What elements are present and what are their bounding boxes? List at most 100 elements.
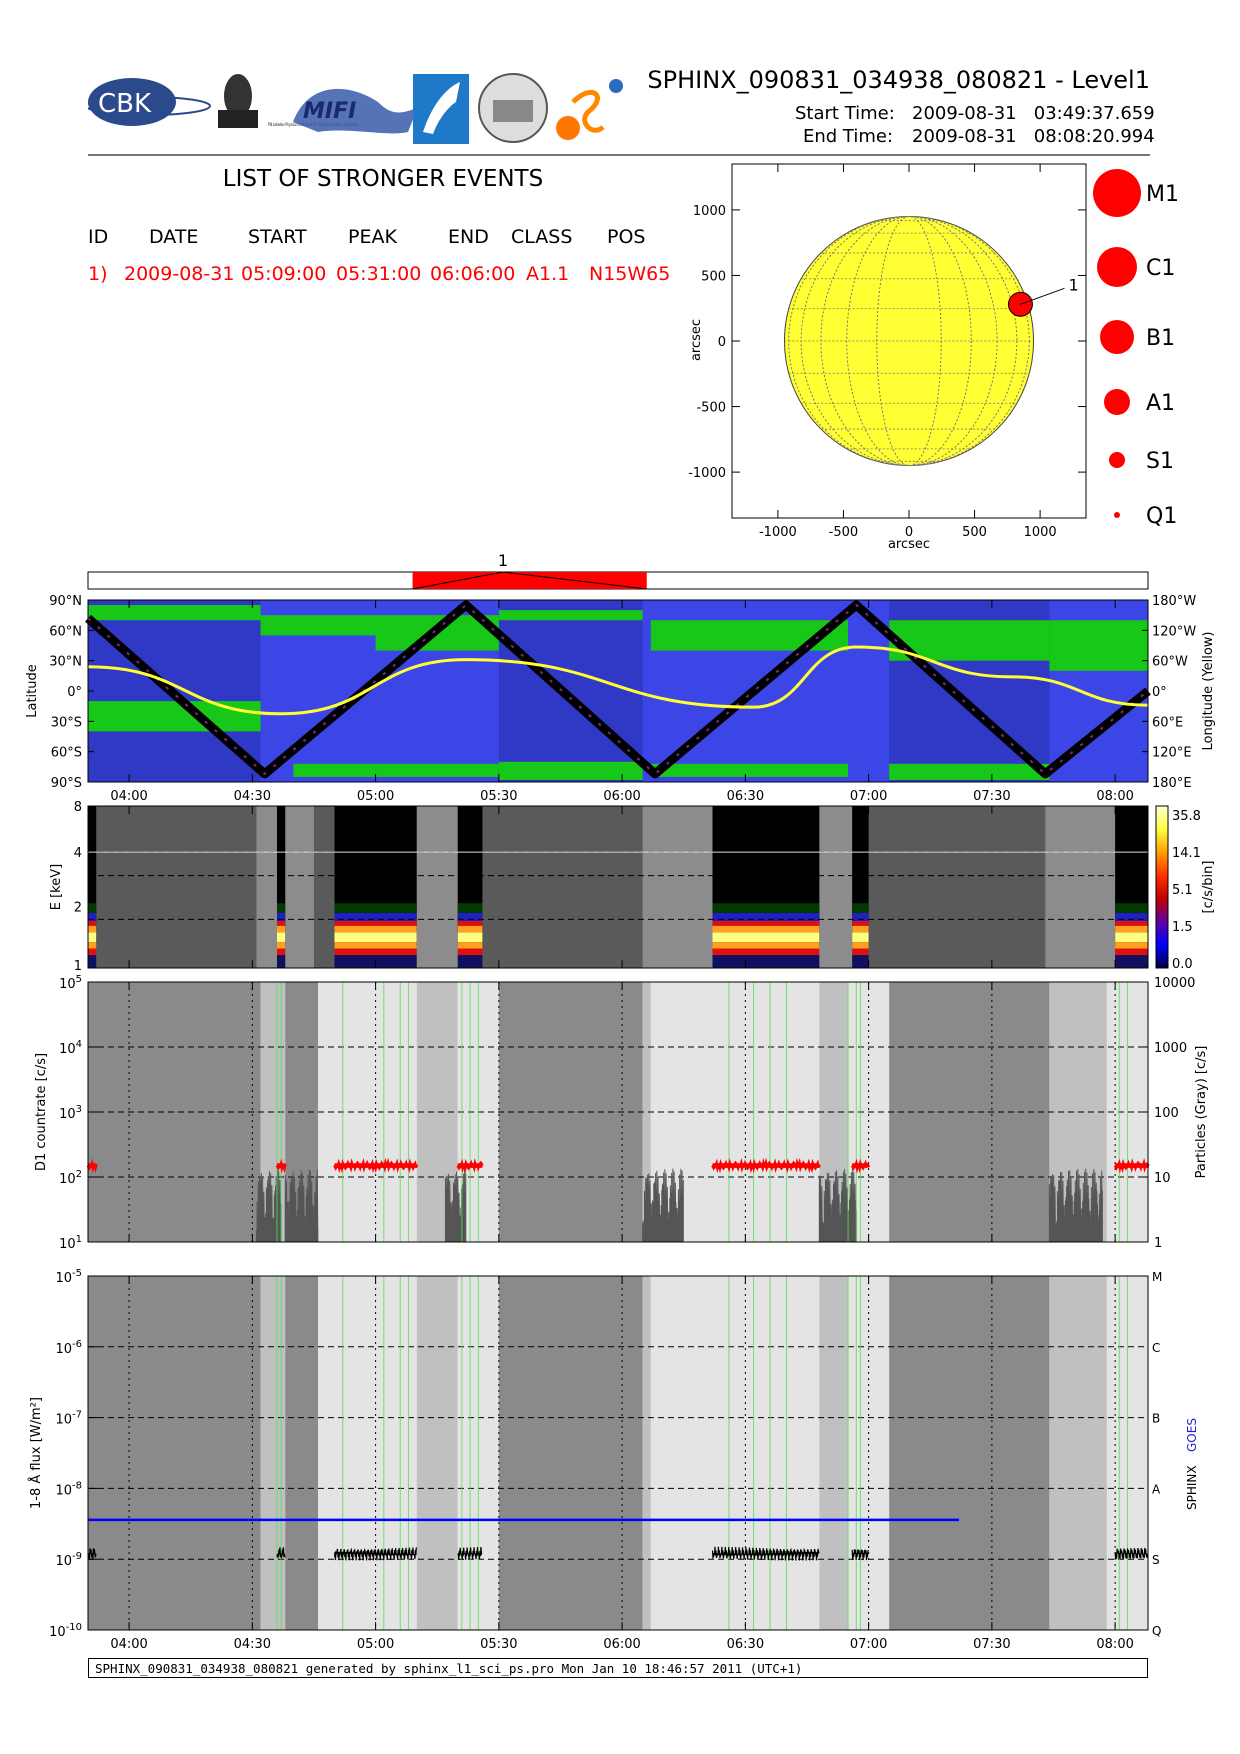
orbit-y2tick-label: 0° bbox=[1152, 685, 1167, 700]
disk-xtick-label: -1000 bbox=[759, 525, 797, 540]
particle-spikes bbox=[1048, 1168, 1103, 1243]
spec-band bbox=[1115, 921, 1148, 926]
seal-logo bbox=[478, 73, 548, 143]
longitude-track bbox=[87, 645, 1149, 716]
flux-y2tick-label: Q bbox=[1152, 1624, 1161, 1638]
disk-xtick-label: -500 bbox=[829, 525, 859, 540]
colorbar: 35.8 14.1 5.1 1.5 0.0 bbox=[1155, 805, 1201, 972]
colorbar-label: [c/s/bin] bbox=[1201, 861, 1216, 914]
d1-y2label: Particles (Gray) [c/s] bbox=[1194, 1046, 1209, 1179]
spec-band bbox=[852, 948, 869, 956]
spec-band bbox=[334, 942, 417, 949]
spec-band bbox=[852, 912, 869, 922]
spec-gap bbox=[285, 806, 314, 968]
sphinx-series bbox=[333, 1547, 417, 1561]
particle-spikes bbox=[642, 1168, 684, 1243]
countrate-series bbox=[850, 1158, 871, 1174]
size-legend: M1 C1 B1 A1 S1 Q1 bbox=[1093, 169, 1179, 529]
spec-band bbox=[276, 921, 286, 926]
orbit-xtick-label: 07:00 bbox=[850, 789, 887, 804]
spec-band bbox=[1115, 955, 1148, 968]
spec-ytick-label: 4 bbox=[74, 846, 82, 861]
legend-circle-b1 bbox=[1100, 320, 1134, 354]
disk-ytick-label: 0 bbox=[718, 335, 726, 350]
spec-ytick-label: 8 bbox=[74, 800, 82, 815]
longitude-line bbox=[800, 216, 1018, 466]
spec-band bbox=[1115, 912, 1148, 922]
spec-band bbox=[276, 912, 286, 922]
col-peak: PEAK bbox=[348, 226, 397, 248]
event-peak-marker bbox=[412, 571, 647, 590]
cbk-logo: CBK bbox=[85, 78, 211, 126]
sphinx-series bbox=[87, 1548, 97, 1559]
d1-y2tick-label: 100 bbox=[1154, 1106, 1179, 1121]
flux-y2tick-label: A bbox=[1152, 1482, 1161, 1496]
legend-circle-a1 bbox=[1104, 389, 1130, 415]
orbit-y2label: Longitude (Yellow) bbox=[1201, 632, 1216, 751]
disk-ytick-label: 500 bbox=[701, 269, 726, 284]
event-class: A1.1 bbox=[526, 263, 570, 285]
spec-gap bbox=[642, 806, 713, 968]
orbit-xtick-label: 07:30 bbox=[973, 789, 1010, 804]
flux-y2tick-label: S bbox=[1152, 1553, 1160, 1567]
mifi-logo: MIFI bbox=[293, 88, 418, 134]
disk-ytick-label: -500 bbox=[696, 401, 726, 416]
spec-band bbox=[852, 921, 869, 926]
orbit-y2tick-label: 60°W bbox=[1152, 655, 1188, 670]
spec-band bbox=[334, 932, 417, 943]
colorbar-rect bbox=[1155, 805, 1169, 969]
flux-ytick-label: 10-6 bbox=[55, 1339, 82, 1357]
sphinx-series bbox=[851, 1549, 869, 1561]
orbit-ytick-label: 90°S bbox=[51, 776, 82, 791]
flux-shade bbox=[889, 1276, 1050, 1630]
flux-ytick-label: 10-5 bbox=[55, 1268, 82, 1286]
start-time-value: 2009-08-31 03:49:37.659 bbox=[912, 103, 1155, 124]
d1-ytick-label: 105 bbox=[59, 974, 82, 992]
disk-xlabel: arcsec bbox=[888, 537, 930, 552]
spec-band bbox=[88, 921, 97, 926]
legend-c1: C1 bbox=[1146, 256, 1175, 281]
spec-band bbox=[712, 912, 820, 922]
spec-gap bbox=[416, 806, 458, 968]
legend-s1: S1 bbox=[1146, 449, 1174, 474]
spectrogram-panel: 8 4 2 1 bbox=[74, 800, 1148, 974]
flux-xtick-label: 06:00 bbox=[603, 1637, 640, 1652]
spec-band bbox=[276, 925, 286, 933]
legend-circle-s1 bbox=[1109, 452, 1125, 468]
flux-y2tick-label: M bbox=[1152, 1270, 1162, 1284]
spec-ytick-label: 1 bbox=[74, 959, 82, 974]
event-end: 06:06:00 bbox=[430, 263, 516, 285]
spec-band bbox=[712, 925, 820, 933]
header-divider bbox=[88, 154, 1150, 156]
spec-band bbox=[334, 948, 417, 956]
colorbar-tick-label: 35.8 bbox=[1172, 809, 1201, 824]
countrate-series bbox=[333, 1157, 419, 1174]
disk-xtick-label: 1000 bbox=[1024, 525, 1057, 540]
spec-band bbox=[852, 932, 869, 943]
flux-frame bbox=[87, 1275, 1149, 1631]
spec-band bbox=[457, 942, 483, 949]
particle-region bbox=[1049, 620, 1148, 671]
d1-y2tick-label: 10 bbox=[1154, 1171, 1171, 1186]
spec-band bbox=[712, 932, 820, 943]
countrate-series bbox=[456, 1158, 484, 1174]
event-pos: N15W65 bbox=[589, 263, 671, 285]
spec-band bbox=[276, 942, 286, 949]
flux-legend-goes: GOES bbox=[1185, 1418, 1199, 1452]
flux-xtick-label: 08:00 bbox=[1096, 1637, 1133, 1652]
sphinx-series bbox=[276, 1547, 286, 1560]
spec-band bbox=[88, 955, 97, 968]
spec-band bbox=[88, 903, 97, 913]
flux-ytick-label: 10-7 bbox=[55, 1410, 82, 1428]
particle-spikes bbox=[284, 1169, 319, 1243]
spec-band bbox=[457, 955, 483, 968]
colorbar-tick-label: 1.5 bbox=[1172, 920, 1193, 935]
col-end: END bbox=[448, 226, 489, 248]
event-marker-leader bbox=[1020, 287, 1065, 305]
colorbar-tick-label: 5.1 bbox=[1172, 883, 1193, 898]
particle-region bbox=[498, 610, 643, 621]
col-class: CLASS bbox=[511, 226, 573, 248]
sphinx-series bbox=[711, 1546, 820, 1561]
legend-circle-q1 bbox=[1114, 512, 1120, 518]
orbit-xtick-label: 06:30 bbox=[727, 789, 764, 804]
